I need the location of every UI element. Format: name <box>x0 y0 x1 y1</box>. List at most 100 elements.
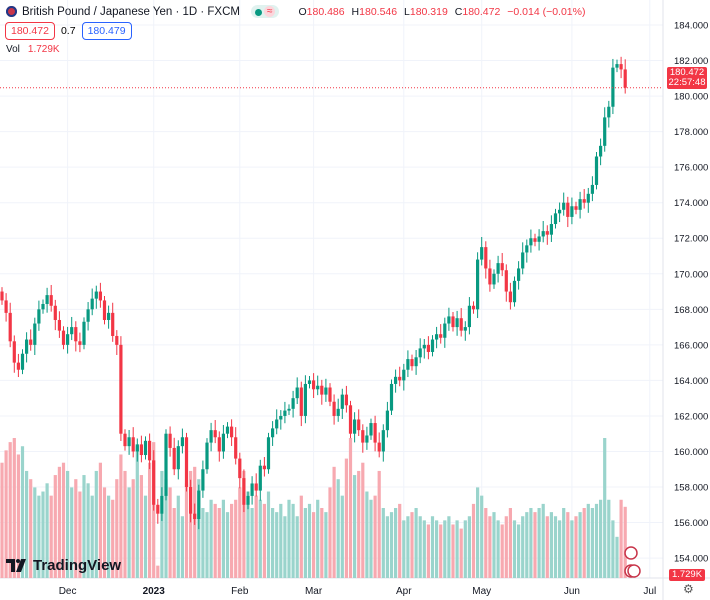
candle-body <box>299 387 303 416</box>
volume-bar <box>57 466 61 578</box>
candle-body <box>340 394 344 409</box>
volume-bar <box>299 495 303 578</box>
volume-bar <box>574 516 578 578</box>
candle <box>373 415 377 452</box>
volume-bar <box>283 516 287 578</box>
volume-bar <box>439 524 443 578</box>
low-value: 180.319 <box>409 5 448 18</box>
candle <box>615 59 619 73</box>
x-tick-label: Feb <box>231 586 249 597</box>
candle-body <box>603 117 607 146</box>
volume-bar <box>287 499 291 578</box>
candle-body <box>455 318 459 328</box>
candle-body <box>344 394 348 406</box>
volume-bar <box>295 516 299 578</box>
ohlc-values: O180.486 H180.546 L180.319 C180.472 −0.0… <box>298 6 589 18</box>
volume-bar <box>398 503 402 578</box>
volume-tag: 1.729K <box>669 569 705 581</box>
candle <box>500 252 504 277</box>
volume-bar <box>156 565 160 578</box>
candle <box>332 394 336 425</box>
candle-body <box>160 495 164 514</box>
candle <box>184 432 189 492</box>
candle <box>418 338 422 364</box>
candle-body <box>480 247 484 260</box>
candle <box>439 324 443 344</box>
candle-body <box>594 156 599 185</box>
candle <box>115 330 119 355</box>
volume-bar <box>406 516 410 578</box>
volume-bar <box>61 462 66 578</box>
x-tick-label: Apr <box>396 586 412 597</box>
candle <box>586 187 590 213</box>
candle-body <box>566 202 570 217</box>
candle-body <box>590 184 594 194</box>
candle-body <box>94 291 98 299</box>
candle-body <box>607 106 611 118</box>
candle-body <box>70 327 74 335</box>
candle <box>49 284 53 312</box>
candle-body <box>476 259 480 310</box>
tradingview-logo[interactable]: TradingView <box>6 557 121 574</box>
trade-buttons: 180.472 0.7 180.479 <box>5 22 132 40</box>
candle-body <box>111 312 115 336</box>
candle-body <box>0 291 4 301</box>
volume-bar <box>353 475 357 578</box>
candle-body <box>533 238 537 242</box>
settings-gear-icon[interactable]: ⚙ <box>683 582 694 596</box>
volume-bar <box>86 483 90 578</box>
candle-body <box>619 64 623 70</box>
candle-body <box>37 309 41 324</box>
symbol-title[interactable]: British Pound / Japanese Yen · 1D · FXCM <box>22 5 240 18</box>
candle-body <box>435 334 439 340</box>
candle-body <box>418 348 422 358</box>
candle <box>271 421 275 446</box>
volume-bar <box>553 516 558 578</box>
candle-body <box>82 321 86 345</box>
symbol-legend: British Pound / Japanese Yen · 1D · FXCM… <box>6 5 589 18</box>
market-status[interactable]: ≈ <box>250 5 280 18</box>
sell-button[interactable]: 180.472 <box>5 22 55 40</box>
candle <box>291 390 295 418</box>
volume-bar <box>180 516 184 578</box>
volume-bar <box>98 462 102 578</box>
volume-bar <box>566 512 570 578</box>
volume-bar <box>230 503 234 578</box>
candle-body <box>430 339 435 352</box>
candle-body <box>623 69 627 88</box>
candle <box>164 429 168 501</box>
candle-body <box>463 327 467 331</box>
candle <box>201 460 205 498</box>
volume-bar <box>447 516 451 578</box>
candle <box>385 401 389 438</box>
candle <box>283 401 287 424</box>
y-tick-label: 158.000 <box>674 483 708 494</box>
candle <box>455 310 459 336</box>
candle-body <box>49 295 53 306</box>
candle-body <box>180 437 184 447</box>
tradingview-logo-icon <box>6 559 26 572</box>
volume-bar <box>70 487 74 578</box>
candle-body <box>570 206 574 217</box>
volume-bar <box>599 499 603 578</box>
candle <box>234 427 238 465</box>
y-tick-label: 172.000 <box>674 234 708 245</box>
y-tick-label: 174.000 <box>674 198 708 209</box>
buy-button[interactable]: 180.479 <box>81 22 132 40</box>
volume-bar <box>492 512 496 578</box>
candle-body <box>197 490 201 520</box>
volume-bar <box>33 487 37 578</box>
volume-bar <box>582 508 586 578</box>
candle-body <box>172 447 176 470</box>
change-value: −0.014 (−0.01%) <box>507 5 586 18</box>
economic-event-flag-icon <box>627 564 641 578</box>
candle <box>570 197 574 225</box>
candle <box>582 189 586 209</box>
candle-body <box>389 383 394 411</box>
candle <box>426 336 430 360</box>
candle-body <box>525 245 529 253</box>
candle-body <box>86 309 90 322</box>
candle-body <box>398 376 402 381</box>
